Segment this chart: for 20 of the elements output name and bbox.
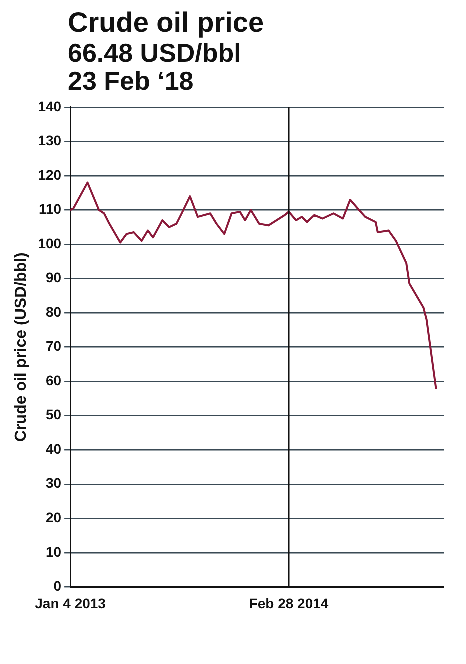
y-tick-label: 0 [54, 578, 62, 594]
y-tick-label: 20 [46, 510, 62, 526]
y-tick-label: 90 [46, 270, 62, 286]
y-tick-label: 120 [38, 166, 62, 183]
y-tick-label: 70 [46, 338, 62, 354]
y-tick-label: 50 [46, 406, 62, 423]
x-tick-label: Jan 4 2013 [35, 595, 106, 612]
y-tick-label: 130 [38, 132, 62, 149]
y-tick-label: 40 [46, 440, 62, 457]
y-tick-label: 30 [46, 475, 62, 492]
y-tick-label: 60 [46, 372, 62, 388]
x-tick-label: Feb 28 2014 [249, 595, 329, 612]
y-axis-title: Crude oil price (USD/bbl) [13, 252, 30, 442]
y-tick-label: 10 [46, 544, 62, 560]
chart-subtitle: 66.48 USD/bbl 23 Feb ‘18 [68, 38, 242, 96]
y-tick-label: 80 [46, 304, 62, 320]
y-tick-label: 110 [38, 201, 62, 218]
chart-title: Crude oil price [68, 7, 266, 39]
y-tick-label: 140 [38, 98, 62, 114]
y-tick-label: 100 [38, 235, 62, 252]
